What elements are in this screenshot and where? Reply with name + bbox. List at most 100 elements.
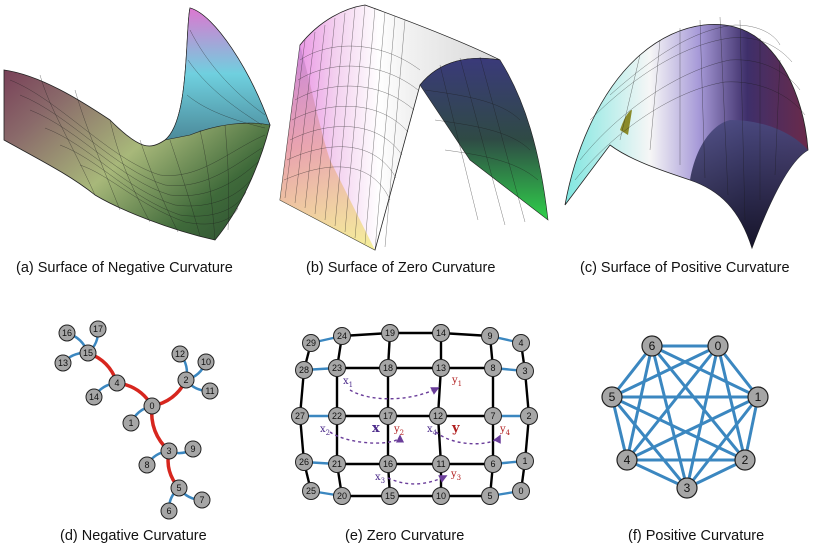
k7-node-3-label: 3 — [684, 481, 691, 495]
k7-node-2-label: 2 — [742, 453, 749, 467]
grid-node-10-circle — [432, 487, 450, 505]
tree-node-10-label: 10 — [201, 357, 211, 367]
k7-edge-0-4 — [625, 345, 720, 461]
caption-a: (a) Surface of Negative Curvature — [16, 260, 233, 276]
tree-node-9-label: 9 — [190, 444, 195, 454]
tree-node-14-circle — [85, 388, 103, 406]
grid-node-12-label: 12 — [433, 411, 443, 421]
grid-node-16-circle — [379, 455, 397, 473]
tree-node-6: 6 — [160, 502, 178, 520]
grid-node-15-circle — [381, 487, 399, 505]
tree-node-15: 15 — [79, 344, 97, 362]
tree-node-10: 10 — [197, 353, 215, 371]
grid-node-10-label: 10 — [436, 491, 446, 501]
k7-edge-1-4 — [626, 395, 759, 462]
grid-node-18-circle — [379, 359, 397, 377]
tree-node-1: 1 — [122, 414, 140, 432]
k7-node-1-label: 1 — [755, 390, 762, 404]
tree-node-11: 11 — [201, 382, 219, 400]
label-y3: y3 — [450, 469, 461, 482]
k7-edge-3-4 — [626, 458, 688, 490]
tree-node-7-circle — [193, 491, 211, 509]
grid-node-4-label: 4 — [518, 338, 523, 348]
tree-node-1-label: 1 — [128, 418, 133, 428]
tree-node-15-circle — [79, 344, 97, 362]
grid-node-29: 29 — [302, 334, 320, 352]
tree-node-13: 13 — [54, 354, 72, 372]
arrow-x4-y4 — [435, 431, 501, 445]
k7-node-0-circle — [707, 335, 729, 357]
k7-edge-0-5 — [611, 344, 719, 399]
tree-node-8-circle — [138, 456, 156, 474]
grid-annotations: x1 y1 x2 y2 x4 y4 x3 y3 x y — [320, 375, 511, 485]
grid-node-5: 5 — [481, 487, 499, 505]
tree-node-5: 5 — [170, 479, 188, 497]
grid-node-16-label: 16 — [383, 459, 393, 469]
grid-node-16: 16 — [379, 455, 397, 473]
label-x3: x3 — [375, 472, 385, 485]
grid-node-12: 12 — [429, 407, 447, 425]
grid-node-6: 6 — [484, 455, 502, 473]
grid-node-2-label: 2 — [526, 411, 531, 421]
grid-node-27-label: 27 — [295, 411, 305, 421]
tree-node-8: 8 — [138, 456, 156, 474]
k7-edge-3-6 — [650, 345, 689, 489]
grid-node-0: 0 — [512, 482, 530, 500]
tree-node-4-label: 4 — [114, 378, 119, 388]
k7-node-0: 0 — [707, 335, 729, 357]
k7-edge-2-5 — [611, 395, 746, 462]
grid-node-19-label: 19 — [385, 328, 395, 338]
grid-node-6-label: 6 — [490, 459, 495, 469]
grid-node-3: 3 — [516, 362, 534, 380]
grid-node-13-label: 13 — [436, 363, 446, 373]
grid-node-7-circle — [484, 407, 502, 425]
grid-node-22-circle — [328, 407, 346, 425]
arrow-x2-y2 — [329, 431, 405, 444]
label-x2: x2 — [320, 424, 330, 437]
grid-node-25-label: 25 — [306, 486, 316, 496]
tree-node-17-label: 17 — [93, 324, 103, 334]
positive-curvature-surface — [564, 16, 809, 250]
grid-node-2-circle — [520, 407, 538, 425]
zero-curvature-grid-graph: 29 24 19 14 9 4 28 23 18 13 8 3 27 22 17 12 7 2 26 21 16 11 6 1… — [291, 324, 538, 505]
grid-node-21-label: 21 — [332, 459, 342, 469]
grid-node-28-circle — [295, 361, 313, 379]
grid-node-0-label: 0 — [518, 486, 523, 496]
tree-node-16: 16 — [58, 324, 76, 342]
grid-node-13-circle — [432, 359, 450, 377]
k7-node-4: 4 — [616, 449, 638, 471]
grid-node-18-label: 18 — [383, 363, 393, 373]
grid-node-14-label: 14 — [436, 328, 446, 338]
grid-node-22-label: 22 — [332, 411, 342, 421]
grid-node-25: 25 — [302, 482, 320, 500]
grid-node-26-circle — [295, 453, 313, 471]
tree-node-11-circle — [201, 382, 219, 400]
k7-edge-2-3 — [686, 458, 746, 490]
caption-d: (d) Negative Curvature — [60, 528, 207, 544]
tree-node-14: 14 — [85, 388, 103, 406]
grid-node-24-circle — [333, 327, 351, 345]
grid-node-19-circle — [381, 324, 399, 342]
k7-node-6-circle — [641, 335, 663, 357]
tree-node-0: 0 — [143, 397, 161, 415]
grid-node-17: 17 — [379, 407, 397, 425]
label-y1: y1 — [451, 375, 462, 388]
grid-node-21-circle — [328, 455, 346, 473]
grid-node-6-circle — [484, 455, 502, 473]
grid-node-8-label: 8 — [490, 363, 495, 373]
k7-edge-5-6 — [610, 345, 654, 398]
k7-node-5: 5 — [601, 386, 623, 408]
grid-node-2: 2 — [520, 407, 538, 425]
tree-node-7-label: 7 — [199, 495, 204, 505]
tree-node-13-circle — [54, 354, 72, 372]
grid-node-7-label: 7 — [490, 411, 495, 421]
k7-edge-0-1 — [716, 345, 760, 398]
caption-f: (f) Positive Curvature — [628, 528, 764, 544]
grid-node-24-label: 24 — [337, 331, 347, 341]
grid-node-13: 13 — [432, 359, 450, 377]
tree-node-0-circle — [143, 397, 161, 415]
tree-node-5-label: 5 — [176, 483, 181, 493]
grid-node-10: 10 — [432, 487, 450, 505]
tree-node-2-label: 2 — [183, 375, 188, 385]
grid-node-29-label: 29 — [306, 338, 316, 348]
